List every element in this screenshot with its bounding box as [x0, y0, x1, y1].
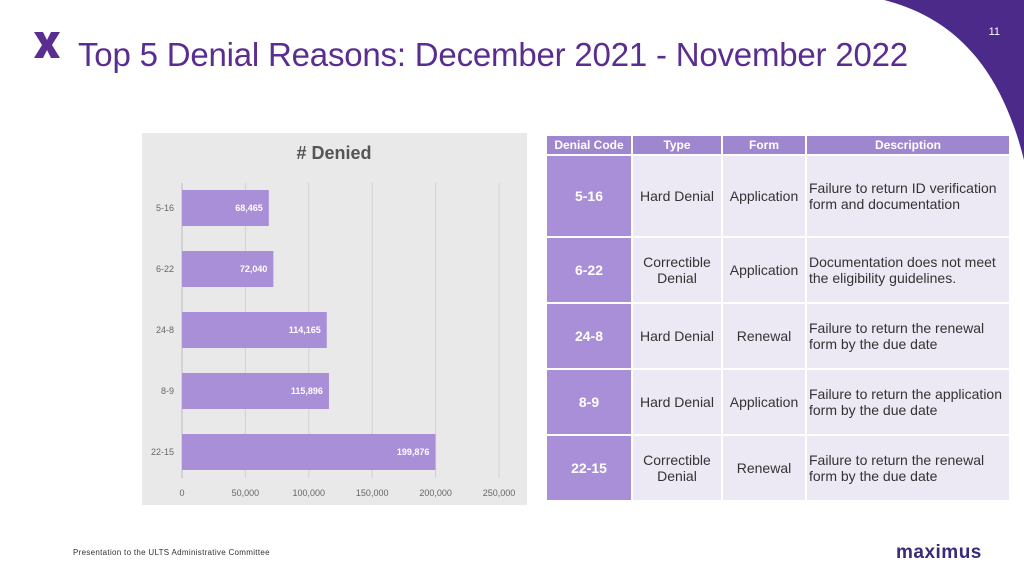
- footer-text: Presentation to the ULTS Administrative …: [73, 548, 270, 557]
- header-type: Type: [633, 136, 721, 154]
- bar: [182, 190, 269, 226]
- category-tick-label: 22-15: [151, 447, 174, 457]
- cell-description: Failure to return ID verification form a…: [807, 156, 1009, 236]
- cell-code: 6-22: [547, 238, 631, 302]
- x-tick-label: 250,000: [483, 488, 516, 498]
- table-header-row: Denial Code Type Form Description: [547, 136, 1009, 154]
- header-denial-code: Denial Code: [547, 136, 631, 154]
- bar-chart-panel: # Denied 68,465 5-16 72,040 6-22 114,165 24-8 1…: [142, 133, 527, 505]
- cell-description: Documentation does not meet the eligibil…: [807, 238, 1009, 302]
- page-number: 11: [988, 26, 1000, 38]
- table-row: 5-16 Hard Denial Application Failure to …: [547, 156, 1009, 236]
- bar: [182, 312, 327, 348]
- cell-description: Failure to return the renewal form by th…: [807, 304, 1009, 368]
- x-tick-label: 200,000: [419, 488, 452, 498]
- cell-type: Correctible Denial: [633, 238, 721, 302]
- cell-form: Renewal: [723, 436, 805, 500]
- header-description: Description: [807, 136, 1009, 154]
- cell-code: 24-8: [547, 304, 631, 368]
- table-row: 24-8 Hard Denial Renewal Failure to retu…: [547, 304, 1009, 368]
- cell-description: Failure to return the application form b…: [807, 370, 1009, 434]
- cell-type: Hard Denial: [633, 370, 721, 434]
- cell-form: Application: [723, 370, 805, 434]
- bar-value-label: 68,465: [235, 203, 263, 213]
- bar: [182, 373, 329, 409]
- cell-form: Renewal: [723, 304, 805, 368]
- cell-form: Application: [723, 238, 805, 302]
- cell-description: Failure to return the renewal form by th…: [807, 436, 1009, 500]
- x-tick-label: 50,000: [232, 488, 260, 498]
- bar-value-label: 114,165: [289, 325, 321, 335]
- category-tick-label: 5-16: [156, 203, 174, 213]
- header-form: Form: [723, 136, 805, 154]
- corner-decoration: [884, 0, 1024, 160]
- cell-code: 8-9: [547, 370, 631, 434]
- denied-bar-chart: # Denied 68,465 5-16 72,040 6-22 114,165 24-8 1…: [151, 143, 516, 498]
- cell-type: Correctible Denial: [633, 436, 721, 500]
- table-row: 8-9 Hard Denial Application Failure to r…: [547, 370, 1009, 434]
- denial-reasons-table: Denial Code Type Form Description 5-16 H…: [545, 134, 1011, 502]
- cell-form: Application: [723, 156, 805, 236]
- table-row: 22-15 Correctible Denial Renewal Failure…: [547, 436, 1009, 500]
- bar: [182, 434, 436, 470]
- bar: [182, 251, 274, 287]
- bar-value-label: 115,896: [291, 386, 323, 396]
- maximus-x-logo-icon: [34, 32, 60, 58]
- bar-value-label: 199,876: [397, 447, 430, 457]
- maximus-wordmark: maximus: [896, 542, 982, 563]
- cell-code: 22-15: [547, 436, 631, 500]
- cell-code: 5-16: [547, 156, 631, 236]
- x-tick-label: 0: [179, 488, 184, 498]
- category-tick-label: 6-22: [156, 264, 174, 274]
- cell-type: Hard Denial: [633, 304, 721, 368]
- category-tick-label: 24-8: [156, 325, 174, 335]
- cell-type: Hard Denial: [633, 156, 721, 236]
- page-title: Top 5 Denial Reasons: December 2021 - No…: [78, 36, 908, 73]
- bar-value-label: 72,040: [240, 264, 268, 274]
- category-tick-label: 8-9: [161, 386, 174, 396]
- table-row: 6-22 Correctible Denial Application Docu…: [547, 238, 1009, 302]
- x-tick-label: 150,000: [356, 488, 389, 498]
- chart-title: # Denied: [296, 143, 371, 163]
- x-tick-label: 100,000: [293, 488, 326, 498]
